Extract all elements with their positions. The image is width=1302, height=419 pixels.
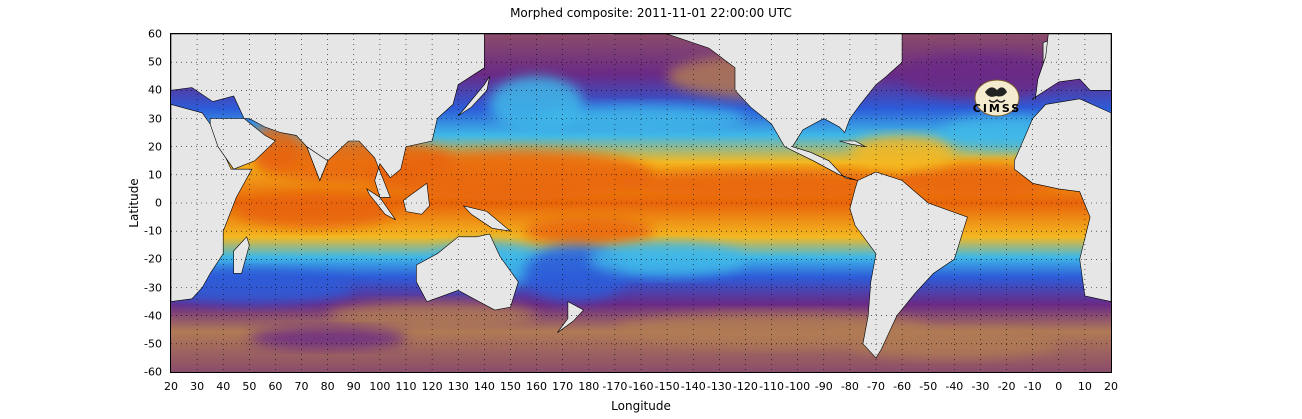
x-tick-label: -170	[602, 380, 628, 393]
land-india-tip	[306, 145, 329, 182]
moisture-blob	[902, 53, 1059, 99]
map-plot-area: CIMSS	[170, 33, 1112, 373]
x-tick-label: -100	[785, 380, 811, 393]
land-arabia	[209, 118, 276, 170]
x-tick-label: 120	[421, 380, 443, 393]
moisture-blob	[236, 194, 393, 229]
y-tick-label: -30	[144, 281, 162, 294]
x-axis-label: Longitude	[611, 399, 671, 413]
y-tick-label: 0	[155, 196, 162, 210]
land-southamerica	[849, 171, 968, 359]
y-tick-label: 10	[148, 168, 162, 182]
y-tick-label: -50	[144, 337, 162, 351]
x-tick-label: -50	[919, 380, 938, 393]
x-tick-label: -160	[628, 380, 654, 393]
x-tick-label: 160	[526, 380, 548, 393]
x-tick-label: -40	[945, 380, 964, 393]
land-nz	[557, 301, 585, 333]
x-tick-label: -30	[971, 380, 990, 393]
land-europe-west	[1031, 34, 1111, 100]
x-tick-label: -140	[680, 380, 706, 393]
x-tick-label: -70	[867, 380, 885, 393]
land-japan	[457, 76, 490, 116]
x-tick-label: 140	[473, 380, 495, 393]
y-tick-label: 50	[148, 55, 162, 69]
y-tick-label: -20	[144, 252, 162, 266]
moisture-blob	[614, 169, 929, 198]
x-tick-label: 40	[216, 380, 231, 393]
x-tick-label: -120	[732, 380, 758, 393]
x-tick-label: 180	[578, 380, 600, 393]
map-title: Morphed composite: 2011-11-01 22:00:00 U…	[510, 6, 792, 20]
precipitable-water-map	[171, 34, 1111, 372]
y-tick-label: -10	[144, 224, 162, 238]
x-tick-label: 80	[320, 380, 335, 393]
x-tick-label: 20	[1104, 380, 1118, 393]
land-borneo	[403, 182, 430, 215]
x-tick-label: 0	[1055, 380, 1063, 393]
y-tick-label: 20	[148, 140, 162, 154]
land-africa-west	[1014, 98, 1111, 302]
land-cuba	[839, 140, 866, 147]
graticule	[171, 34, 1111, 372]
x-tick-label: -60	[893, 380, 912, 393]
x-tick-label: 100	[369, 380, 391, 393]
land-sumatra	[366, 188, 396, 221]
x-tick-label: 170	[552, 380, 574, 393]
x-tick-label: -150	[654, 380, 680, 393]
x-tick-label: -130	[706, 380, 732, 393]
moisture-blob	[849, 135, 955, 170]
y-axis-label: Latitude	[127, 178, 141, 228]
x-tick-label: 30	[190, 380, 205, 393]
x-tick-label: 50	[242, 380, 257, 393]
y-tick-label: 60	[148, 27, 162, 41]
moisture-blob	[849, 329, 1059, 358]
moisture-blob	[327, 301, 537, 330]
moisture-blob	[171, 270, 354, 305]
moisture-blob	[523, 217, 655, 246]
y-tick-label: -40	[144, 309, 162, 323]
x-tick-label: 150	[499, 380, 521, 393]
y-tick-label: 40	[148, 83, 162, 97]
x-tick-label: 110	[395, 380, 417, 393]
logo-text: CIMSS	[972, 102, 1022, 115]
moisture-blob	[249, 326, 406, 350]
x-tick-label: 90	[346, 380, 361, 393]
cimss-logo: CIMSS	[971, 78, 1023, 120]
y-tick-label: 30	[148, 112, 162, 125]
x-tick-label: -110	[759, 380, 785, 393]
x-tick-label: 60	[268, 380, 283, 393]
x-tick-label: 70	[294, 380, 309, 393]
x-tick-label: 130	[447, 380, 469, 393]
x-tick-label: 10	[1077, 380, 1092, 393]
land-northamerica	[614, 34, 903, 181]
land-madagascar	[233, 236, 250, 274]
x-tick-label: -80	[840, 380, 859, 393]
x-tick-label: 20	[164, 380, 178, 393]
land-newguinea	[462, 205, 512, 232]
x-tick-label: -20	[997, 380, 1016, 393]
x-tick-label: -90	[814, 380, 833, 393]
x-tick-label: -10	[1023, 380, 1042, 393]
y-tick-label: -60	[144, 365, 162, 379]
